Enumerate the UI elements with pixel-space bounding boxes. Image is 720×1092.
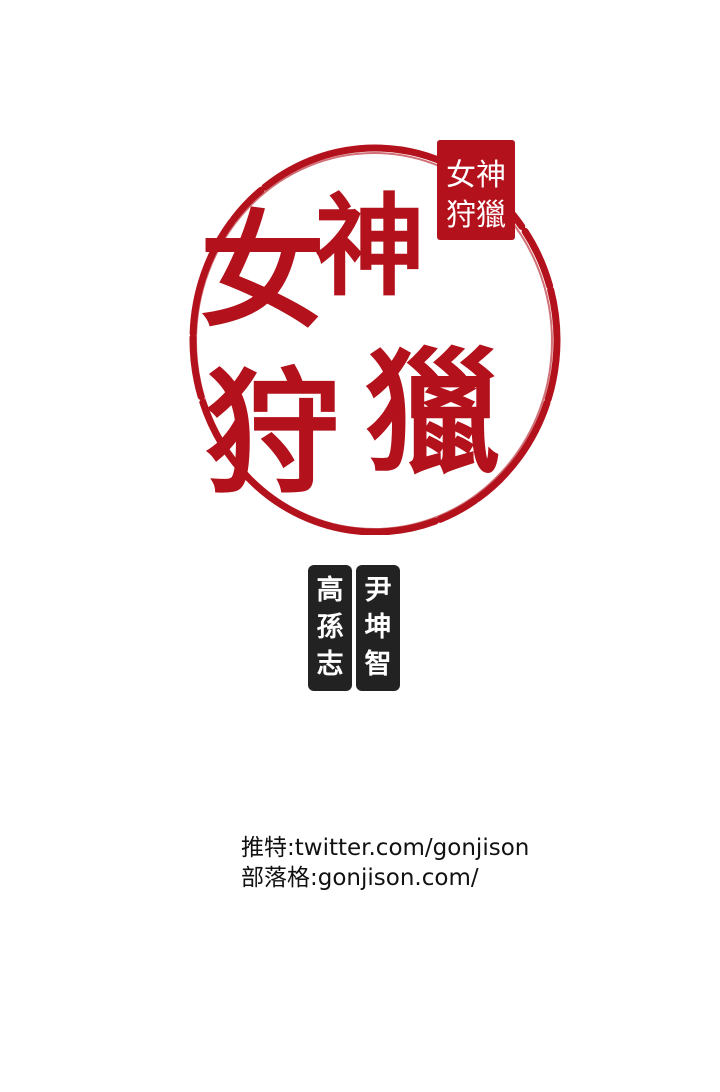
- small-seal-line-2: 狩獵: [446, 198, 506, 233]
- author-left-char-2: 孫: [316, 612, 344, 643]
- small-seal-line-1: 女神: [446, 158, 506, 193]
- title-char-4: 獵: [365, 333, 500, 492]
- blog-credit: 部落格:gonjison.com/: [241, 865, 479, 891]
- small-seal: 女神 狩獵: [437, 140, 515, 240]
- title-char-1: 女: [200, 199, 325, 345]
- author-right-char-3: 智: [364, 649, 392, 680]
- twitter-credit: 推特:twitter.com/gonjison: [241, 835, 530, 861]
- title-char-3: 狩: [205, 353, 340, 512]
- author-left-char-3: 志: [316, 649, 344, 680]
- author-left-char-1: 高: [316, 575, 344, 606]
- seal-title: 女 神 狩 獵: [200, 182, 500, 512]
- author-tag-right: 尹 坤 智: [356, 565, 400, 691]
- title-logo-seal: 女神 狩獵 女 神 狩 獵: [189, 140, 561, 535]
- author-right-char-1: 尹: [364, 575, 392, 606]
- seal-ring: [189, 144, 561, 535]
- author-tag-left: 高 孫 志: [308, 565, 352, 691]
- title-char-2: 神: [315, 182, 425, 311]
- author-right-char-2: 坤: [364, 612, 392, 643]
